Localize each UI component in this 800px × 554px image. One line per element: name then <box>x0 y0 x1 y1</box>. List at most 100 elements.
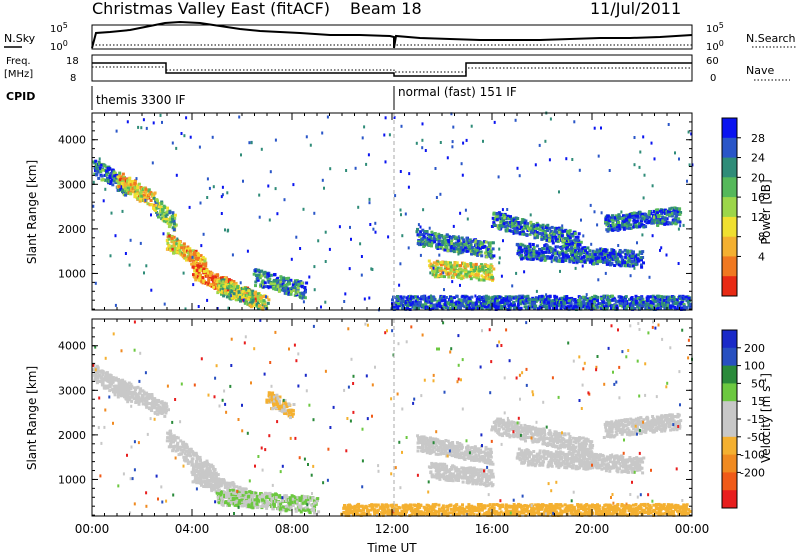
power-echo-cell <box>555 226 559 230</box>
power-echo-cell <box>447 275 451 279</box>
power-scatter-cell <box>302 207 305 211</box>
power-echo-cell <box>630 254 634 258</box>
power-echo-cell <box>212 285 216 289</box>
power-echo-cell <box>560 234 564 238</box>
power-scatter-cell <box>162 232 165 236</box>
power-echo-cell <box>593 304 597 308</box>
velocity-echo-cell <box>124 382 128 386</box>
power-echo-cell <box>105 169 109 173</box>
power-echo-cell <box>669 306 673 310</box>
power-scatter-cell <box>359 242 362 246</box>
power-echo-cell <box>519 230 523 234</box>
power-echo-cell <box>291 283 295 287</box>
power-echo-cell <box>654 307 658 311</box>
power-echo-cell <box>176 247 180 251</box>
power-echo-cell <box>429 265 433 269</box>
power-echo-cell <box>153 191 157 195</box>
power-echo-cell <box>493 223 496 227</box>
power-echo-cell <box>646 302 650 306</box>
power-echo-cell <box>578 307 582 311</box>
power-echo-cell <box>667 221 671 225</box>
power-echo-cell <box>622 214 625 218</box>
power-echo-cell <box>668 304 672 308</box>
power-echo-cell <box>165 210 169 214</box>
power-echo-cell <box>166 242 170 245</box>
power-echo-cell <box>237 296 241 300</box>
power-scatter-cell <box>267 184 270 188</box>
power-echo-cell <box>482 299 486 303</box>
power-echo-cell <box>591 295 594 299</box>
power-echo-cell <box>491 275 494 279</box>
power-echo-cell <box>432 261 436 265</box>
power-echo-cell <box>673 306 677 309</box>
power-echo-cell <box>632 217 636 221</box>
power-echo-cell <box>657 213 661 217</box>
power-echo-cell <box>562 302 566 305</box>
power-colorbar-tick-label: 28 <box>751 132 765 145</box>
power-echo-cell <box>634 294 638 298</box>
power-echo-cell <box>233 283 237 287</box>
power-echo-cell <box>487 265 491 268</box>
power-echo-cell <box>135 184 139 188</box>
power-echo-cell <box>253 294 257 298</box>
power-echo-cell <box>269 273 273 277</box>
power-echo-cell <box>436 247 440 250</box>
power-echo-cell <box>547 234 551 238</box>
power-echo-cell <box>661 222 665 226</box>
power-colorbar-swatch <box>722 118 737 139</box>
power-echo-cell <box>502 217 505 220</box>
power-echo-cell <box>504 299 508 303</box>
power-echo-cell <box>226 291 230 295</box>
velocity-echo-cell <box>120 380 124 384</box>
power-scatter-cell <box>220 195 223 199</box>
power-echo-cell <box>427 259 431 263</box>
power-echo-cell <box>224 280 228 284</box>
power-echo-cell <box>678 212 682 216</box>
power-echo-cell <box>562 244 566 248</box>
power-scatter-cell <box>512 300 515 304</box>
power-scatter-cell <box>394 194 397 198</box>
power-echo-cell <box>630 296 634 299</box>
power-echo-cell <box>469 262 473 266</box>
power-echo-cell <box>480 278 483 282</box>
power-echo-cell <box>464 265 468 269</box>
power-echo-cell <box>526 229 530 232</box>
power-scatter-cell <box>558 190 560 194</box>
power-echo-cell <box>527 298 531 302</box>
power-echo-cell <box>628 226 631 230</box>
power-scatter-cell <box>110 211 113 215</box>
power-scatter-cell <box>497 175 500 179</box>
power-echo-cell <box>480 254 484 258</box>
power-echo-cell <box>441 241 445 245</box>
power-scatter-cell <box>534 163 537 167</box>
power-echo-cell <box>93 166 97 170</box>
nave-tick-bottom: 0 <box>710 73 716 84</box>
power-echo-cell <box>544 255 547 259</box>
power-echo-cell <box>663 222 667 226</box>
power-scatter-cell <box>565 157 568 161</box>
power-echo-cell <box>568 243 572 246</box>
power-scatter-cell <box>571 158 574 161</box>
power-echo-cell <box>133 195 137 199</box>
power-echo-cell <box>167 236 171 240</box>
power-scatter-cell <box>227 306 230 310</box>
power-echo-cell <box>437 232 441 236</box>
power-echo-cell <box>465 295 469 299</box>
power-echo-cell <box>562 300 566 304</box>
power-scatter-cell <box>604 271 607 275</box>
power-echo-cell <box>424 305 428 309</box>
power-echo-cell <box>670 214 674 218</box>
power-echo-cell <box>462 238 466 242</box>
power-echo-cell <box>634 255 638 259</box>
power-scatter-cell <box>561 224 564 228</box>
power-scatter-cell <box>274 138 277 142</box>
power-echo-cell <box>574 235 578 239</box>
power-echo-cell <box>397 302 400 306</box>
power-echo-cell <box>519 242 523 246</box>
power-echo-cell <box>545 244 549 248</box>
power-echo-cell <box>214 275 218 279</box>
power-echo-cell <box>242 294 246 298</box>
power-scatter-cell <box>659 248 661 252</box>
power-echo-cell <box>223 289 227 293</box>
power-echo-cell <box>415 295 419 299</box>
